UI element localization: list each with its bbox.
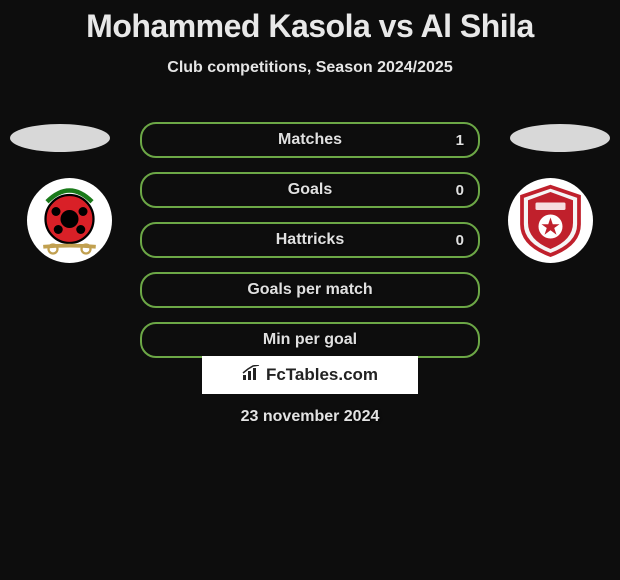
page-title: Mohammed Kasola vs Al Shila <box>0 0 620 45</box>
stat-row-goals: Goals 0 <box>140 172 480 208</box>
brand-text: FcTables.com <box>242 365 378 386</box>
al-rayyan-club-logo <box>32 183 107 258</box>
player-right-silhouette <box>510 124 610 152</box>
stats-list: Matches 1 Goals 0 Hattricks 0 Goals per … <box>140 122 480 372</box>
brand-label: FcTables.com <box>266 365 378 385</box>
stat-row-matches: Matches 1 <box>140 122 480 158</box>
chart-icon <box>242 365 262 386</box>
stat-row-min-per-goal: Min per goal <box>140 322 480 358</box>
stat-row-hattricks: Hattricks 0 <box>140 222 480 258</box>
stat-label: Goals per match <box>247 281 372 299</box>
club-logo-left <box>27 178 112 263</box>
brand-badge[interactable]: FcTables.com <box>202 356 418 394</box>
comparison-card: Mohammed Kasola vs Al Shila Club competi… <box>0 0 620 580</box>
date-label: 23 november 2024 <box>0 408 620 426</box>
subtitle: Club competitions, Season 2024/2025 <box>0 59 620 77</box>
stat-value-right: 0 <box>456 182 464 199</box>
stat-row-goals-per-match: Goals per match <box>140 272 480 308</box>
player-left-silhouette <box>10 124 110 152</box>
stat-label: Min per goal <box>263 331 357 349</box>
stat-value-right: 0 <box>456 232 464 249</box>
al-shamal-club-logo <box>513 183 588 258</box>
stat-label: Hattricks <box>276 231 344 249</box>
stat-label: Matches <box>278 131 342 149</box>
club-logo-right <box>508 178 593 263</box>
stat-value-right: 1 <box>456 132 464 149</box>
stat-label: Goals <box>288 181 332 199</box>
